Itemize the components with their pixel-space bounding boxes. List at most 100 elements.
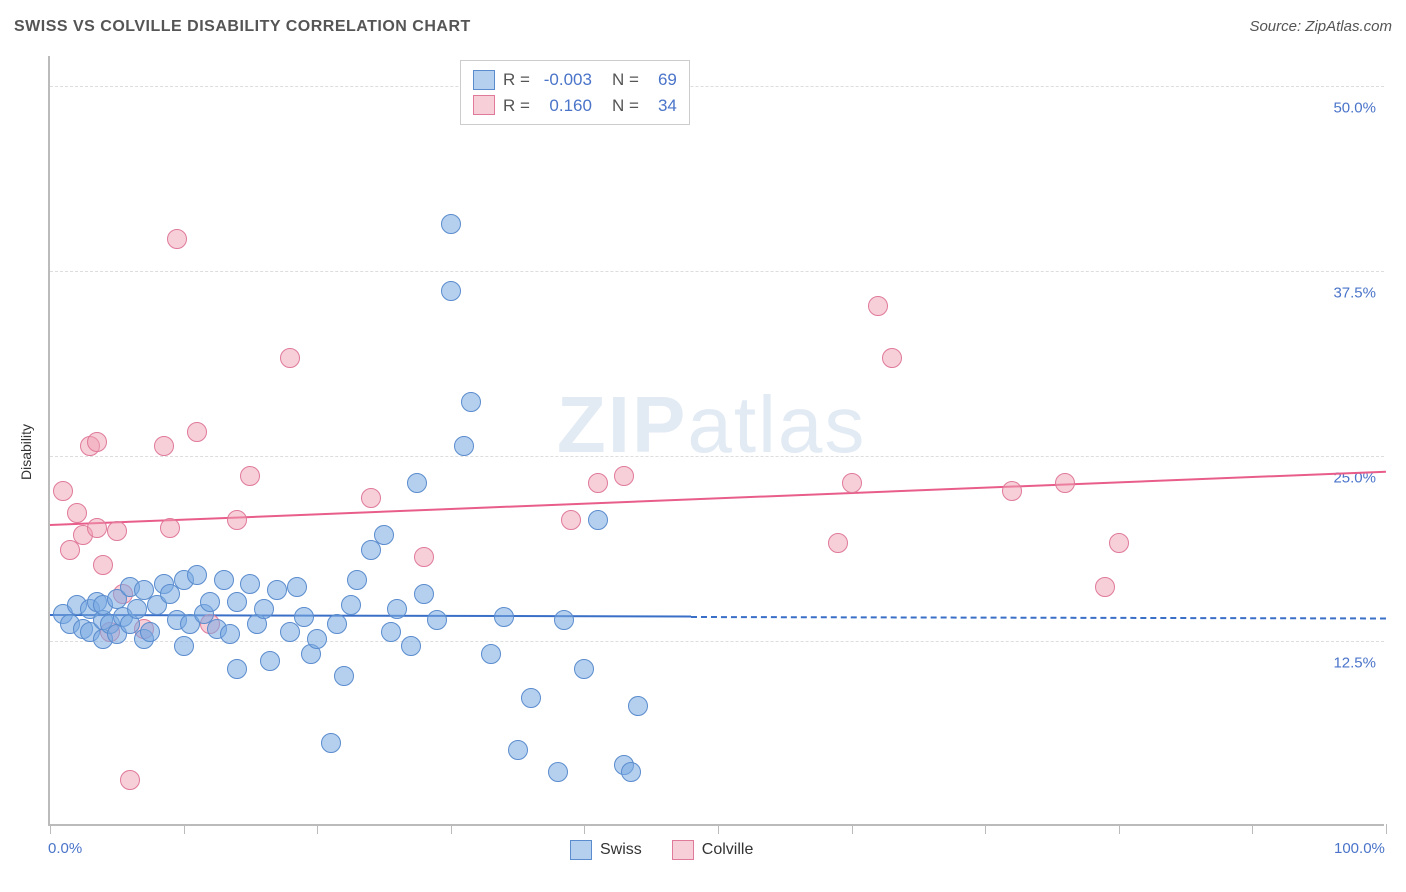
data-point-swiss bbox=[414, 584, 434, 604]
data-point-colville bbox=[160, 518, 180, 538]
x-tick-mark bbox=[451, 824, 452, 834]
data-point-colville bbox=[240, 466, 260, 486]
legend-r-value: -0.003 bbox=[538, 67, 592, 93]
x-tick-label: 100.0% bbox=[1334, 840, 1385, 857]
data-point-swiss bbox=[220, 624, 240, 644]
legend-swatch bbox=[473, 70, 495, 90]
x-tick-mark bbox=[985, 824, 986, 834]
data-point-colville bbox=[187, 422, 207, 442]
legend-series: Swiss Colville bbox=[570, 840, 753, 860]
data-point-colville bbox=[53, 481, 73, 501]
legend-swatch bbox=[473, 95, 495, 115]
data-point-swiss bbox=[227, 659, 247, 679]
legend-series-label: Colville bbox=[702, 841, 754, 859]
gridline bbox=[50, 86, 1384, 87]
data-point-swiss bbox=[494, 607, 514, 627]
data-point-colville bbox=[361, 488, 381, 508]
gridline bbox=[50, 641, 1384, 642]
chart-title: SWISS VS COLVILLE DISABILITY CORRELATION… bbox=[14, 18, 471, 36]
legend-series-item: Colville bbox=[672, 840, 754, 860]
data-point-swiss bbox=[548, 762, 568, 782]
trend-line bbox=[691, 616, 1386, 619]
legend-series-label: Swiss bbox=[600, 841, 642, 859]
data-point-swiss bbox=[374, 525, 394, 545]
chart-container: SWISS VS COLVILLE DISABILITY CORRELATION… bbox=[0, 0, 1406, 892]
data-point-swiss bbox=[441, 281, 461, 301]
gridline bbox=[50, 271, 1384, 272]
data-point-colville bbox=[227, 510, 247, 530]
data-point-swiss bbox=[554, 610, 574, 630]
data-point-colville bbox=[414, 547, 434, 567]
data-point-colville bbox=[1002, 481, 1022, 501]
legend-stats-row: R =0.160N =34 bbox=[473, 93, 677, 119]
x-tick-mark bbox=[1119, 824, 1120, 834]
y-tick-label: 37.5% bbox=[1333, 284, 1376, 301]
data-point-swiss bbox=[307, 629, 327, 649]
data-point-colville bbox=[842, 473, 862, 493]
data-point-swiss bbox=[387, 599, 407, 619]
data-point-colville bbox=[882, 348, 902, 368]
data-point-swiss bbox=[200, 592, 220, 612]
legend-n-value: 34 bbox=[647, 93, 677, 119]
legend-n-label: N = bbox=[612, 67, 639, 93]
data-point-swiss bbox=[588, 510, 608, 530]
data-point-swiss bbox=[454, 436, 474, 456]
data-point-colville bbox=[67, 503, 87, 523]
x-tick-mark bbox=[1252, 824, 1253, 834]
legend-swatch bbox=[570, 840, 592, 860]
data-point-swiss bbox=[254, 599, 274, 619]
data-point-colville bbox=[87, 518, 107, 538]
header: SWISS VS COLVILLE DISABILITY CORRELATION… bbox=[14, 18, 1392, 36]
y-axis-label: Disability bbox=[18, 424, 34, 480]
data-point-colville bbox=[120, 770, 140, 790]
data-point-swiss bbox=[401, 636, 421, 656]
y-tick-label: 12.5% bbox=[1333, 654, 1376, 671]
data-point-swiss bbox=[427, 610, 447, 630]
data-point-colville bbox=[614, 466, 634, 486]
legend-n-value: 69 bbox=[647, 67, 677, 93]
data-point-swiss bbox=[140, 622, 160, 642]
data-point-colville bbox=[107, 521, 127, 541]
data-point-swiss bbox=[441, 214, 461, 234]
data-point-swiss bbox=[381, 622, 401, 642]
data-point-colville bbox=[868, 296, 888, 316]
legend-r-label: R = bbox=[503, 67, 530, 93]
data-point-swiss bbox=[347, 570, 367, 590]
data-point-swiss bbox=[321, 733, 341, 753]
data-point-colville bbox=[154, 436, 174, 456]
x-tick-mark bbox=[718, 824, 719, 834]
data-point-colville bbox=[828, 533, 848, 553]
x-tick-mark bbox=[852, 824, 853, 834]
data-point-swiss bbox=[508, 740, 528, 760]
data-point-swiss bbox=[260, 651, 280, 671]
data-point-swiss bbox=[628, 696, 648, 716]
data-point-swiss bbox=[574, 659, 594, 679]
data-point-swiss bbox=[127, 599, 147, 619]
data-point-colville bbox=[167, 229, 187, 249]
x-tick-mark bbox=[184, 824, 185, 834]
plot-area: ZIPatlas 12.5%25.0%37.5%50.0% bbox=[48, 56, 1384, 826]
data-point-swiss bbox=[174, 636, 194, 656]
data-point-swiss bbox=[521, 688, 541, 708]
data-point-colville bbox=[1095, 577, 1115, 597]
data-point-swiss bbox=[187, 565, 207, 585]
data-point-colville bbox=[1109, 533, 1129, 553]
x-tick-label: 0.0% bbox=[48, 840, 82, 857]
data-point-swiss bbox=[407, 473, 427, 493]
legend-r-value: 0.160 bbox=[538, 93, 592, 119]
legend-r-label: R = bbox=[503, 93, 530, 119]
data-point-swiss bbox=[214, 570, 234, 590]
x-tick-mark bbox=[317, 824, 318, 834]
x-tick-mark bbox=[50, 824, 51, 834]
data-point-colville bbox=[588, 473, 608, 493]
data-point-swiss bbox=[240, 574, 260, 594]
data-point-colville bbox=[280, 348, 300, 368]
legend-stats-row: R = -0.003 N = 69 bbox=[473, 67, 677, 93]
legend-swatch bbox=[672, 840, 694, 860]
legend-stats: R = -0.003 N = 69R = 0.160 N = 34 bbox=[460, 60, 690, 125]
data-point-swiss bbox=[461, 392, 481, 412]
gridline bbox=[50, 456, 1384, 457]
data-point-swiss bbox=[287, 577, 307, 597]
y-tick-label: 50.0% bbox=[1333, 99, 1376, 116]
data-point-swiss bbox=[294, 607, 314, 627]
